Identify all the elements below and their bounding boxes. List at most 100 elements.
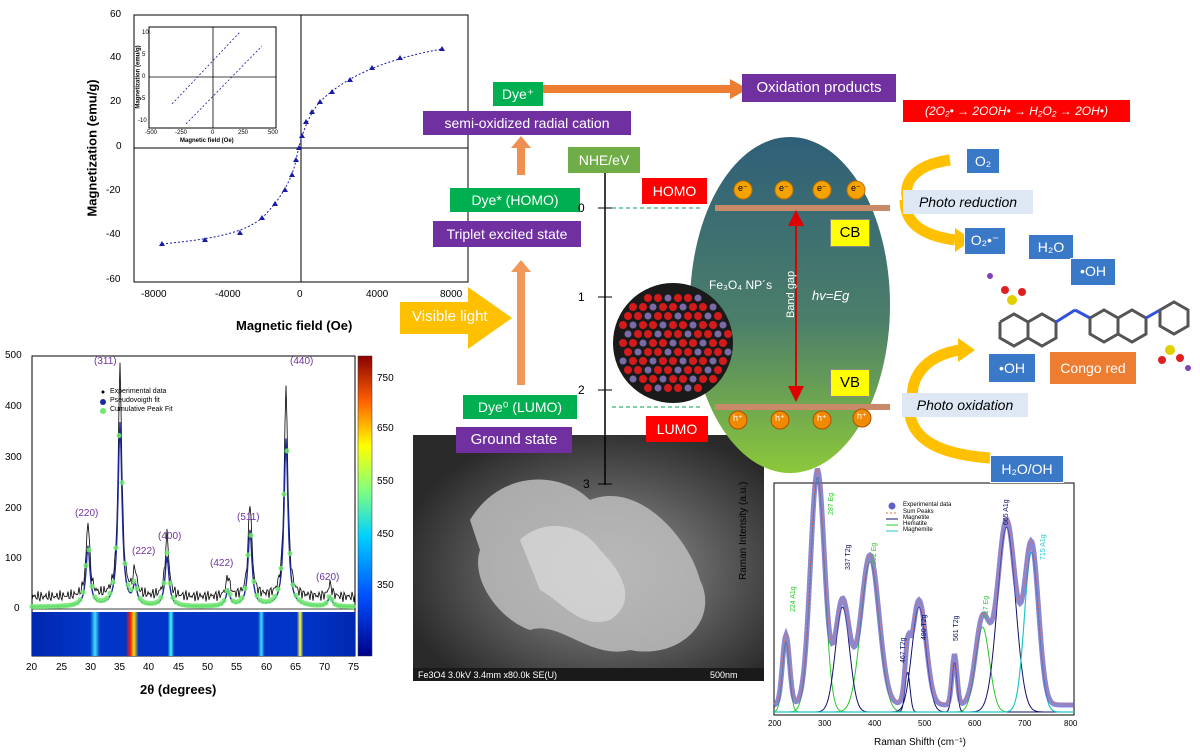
np-atom <box>694 348 702 356</box>
np-atom <box>659 339 667 347</box>
nanoparticle-atoms <box>619 294 732 392</box>
xrd-xlabel: 2θ (degrees) <box>140 682 217 697</box>
np-atom <box>714 366 722 374</box>
xrd-experimental-trace <box>31 362 356 603</box>
xrd-cumulative-fit-dots <box>29 432 356 610</box>
h2o-oh-box: H₂O/OH <box>990 455 1064 483</box>
np-atom <box>679 357 687 365</box>
np-atom <box>674 312 682 320</box>
np-atom <box>624 330 632 338</box>
mag-ylabel: Magnetization (emu/g) <box>84 79 100 217</box>
raman-peak-label: 287 Eg <box>828 492 835 515</box>
xrd-cum-point <box>284 448 290 454</box>
np-atom <box>654 384 662 392</box>
oh-radical-box-2: •OH <box>988 353 1036 383</box>
hole-icon <box>852 408 872 428</box>
np-atom <box>639 339 647 347</box>
np-atom <box>634 348 642 356</box>
xrd-legend-item: Cumulative Peak Fit <box>110 406 173 413</box>
inset-ylabel: Magnetization (emu/g) <box>135 45 142 109</box>
raman-legend-item: Sum Peaks <box>903 509 934 515</box>
inset-xlabel: Magnetic field (Oe) <box>180 138 234 144</box>
hole-icon <box>770 410 790 430</box>
np-atom <box>619 357 627 365</box>
np-atom <box>684 366 692 374</box>
raman-peak-label: 715 A1g <box>1040 534 1047 560</box>
photo-oxidation-curve-bottom <box>904 413 991 464</box>
photo-oxidation-arrowhead <box>958 338 975 362</box>
np-atom <box>639 303 647 311</box>
oxidation-products-box: Oxidation products <box>742 74 896 102</box>
np-atom <box>619 339 627 347</box>
xrd-cum-point <box>293 592 299 598</box>
np-atom <box>664 366 672 374</box>
np-atom <box>649 357 657 365</box>
nhe-ev-box: NHE/eV <box>568 147 640 173</box>
inset-xtick: -500 <box>145 130 158 136</box>
xrd-peak-label: (511) <box>237 512 260 523</box>
holes <box>728 408 872 430</box>
np-atom <box>664 294 672 302</box>
xrd-ytick: 100 <box>5 553 22 564</box>
oh-radical-box-1: •OH <box>1070 258 1116 286</box>
np-atom <box>689 339 697 347</box>
raman-xtick: 800 <box>1064 719 1078 728</box>
mag-ytick: 60 <box>110 9 122 20</box>
photo-oxidation-label: Photo oxidation <box>902 393 1028 417</box>
visible-light-label: Visible light <box>412 308 488 325</box>
np-atom <box>634 366 642 374</box>
np-atom <box>629 339 637 347</box>
xrd-cum-point <box>224 588 230 594</box>
hole-label: h⁺ <box>817 413 827 423</box>
xrd-cum-point <box>248 532 254 538</box>
raman-peak-label: 467 T2g <box>900 637 907 663</box>
xrd-cum-point <box>164 550 170 556</box>
np-atom <box>644 330 652 338</box>
np-atom <box>714 312 722 320</box>
mag-point <box>293 157 299 162</box>
cb-band-bar <box>715 205 890 211</box>
xrd-cum-point <box>104 595 110 601</box>
mag-point <box>237 230 243 235</box>
raman-legend-item: Hematite <box>903 521 928 527</box>
raman-legend-item: Magnetite <box>903 515 930 521</box>
xrd-cum-point <box>107 590 113 596</box>
raman-xtick: 400 <box>868 719 882 728</box>
raman-peak-label: 617 Eg <box>983 595 990 618</box>
xrd-ytick: 500 <box>5 350 22 361</box>
np-atom <box>669 357 677 365</box>
legend-marker-pv <box>100 399 106 405</box>
mag-point <box>259 215 265 220</box>
xrd-xtick: 70 <box>319 662 331 673</box>
congo-red-box: Congo red <box>1049 351 1137 385</box>
mag-point <box>159 241 165 246</box>
np-atom <box>679 375 687 383</box>
xrd-cum-point <box>113 545 119 551</box>
arrow-ground-to-excited <box>511 260 531 385</box>
xrd-cum-point <box>221 598 227 604</box>
np-atom <box>699 321 707 329</box>
o2-box: O₂ <box>966 148 1000 174</box>
np-atom <box>679 303 687 311</box>
mag-ytick: 20 <box>110 96 122 107</box>
np-atom <box>624 348 632 356</box>
xrd-xtick: 20 <box>26 662 38 673</box>
electrons <box>733 180 866 200</box>
raman-legend-item: Maghemite <box>903 527 933 533</box>
mag-point <box>282 187 288 192</box>
xrd-cum-point <box>251 578 257 585</box>
xrd-cum-point <box>245 552 251 558</box>
xrd-cum-point <box>323 600 329 606</box>
homo-box: HOMO <box>642 178 707 204</box>
xrd-xtick: 35 <box>114 662 126 673</box>
xrd-plot-frame <box>31 355 356 657</box>
scale-label: 3 <box>583 477 590 491</box>
mag-point <box>272 201 278 206</box>
lumo-box: LUMO <box>646 416 708 442</box>
electron-label: e⁻ <box>851 183 861 193</box>
np-atom <box>704 366 712 374</box>
photo-reduction-arrowhead <box>955 228 972 252</box>
np-atom <box>709 375 717 383</box>
xrd-cum-point <box>350 603 356 610</box>
xrd-cum-point <box>83 563 89 569</box>
